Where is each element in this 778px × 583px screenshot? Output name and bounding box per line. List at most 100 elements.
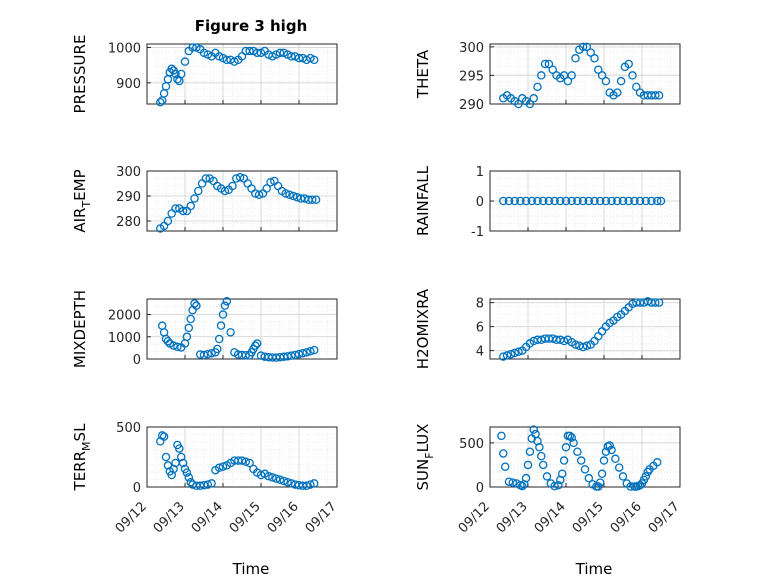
data-point [268,473,277,482]
data-point [218,310,228,319]
data-point [550,196,559,206]
data-point [567,71,576,80]
data-point [595,478,605,487]
data-point [535,443,544,452]
axes-box [489,298,681,360]
data-point [241,457,251,467]
data-point [157,431,167,440]
figure-title: Figure 3 high [195,17,308,35]
y-axis-label: PRESSURE [71,35,89,114]
data-point [573,447,582,456]
data-point [311,195,321,204]
data-point [163,216,173,226]
data-point [235,172,245,182]
y-tick-label: 295 [459,69,484,84]
data-point [178,458,188,468]
data-point [595,196,605,206]
data-point [601,447,611,456]
data-point [156,97,165,107]
data-point [502,351,512,360]
data-point [557,469,567,479]
data-point [567,196,576,206]
y-tick-label: 8 [476,297,484,312]
data-point [514,347,523,357]
data-point [578,342,588,352]
data-point [548,65,557,74]
data-point [220,301,230,310]
data-point [294,53,304,63]
data-point [578,196,588,206]
data-point [594,65,603,74]
data-point [308,195,317,204]
data-point [178,206,188,216]
data-point [632,82,641,92]
data-point [271,474,281,483]
data-point [538,196,548,206]
data-point [586,48,595,57]
subplot-sun-flux: 0 500 SUNFLUX 09/12 09/13 09/14 09/15 09/16 09/1… [414,424,683,537]
data-point [597,71,607,80]
data-point [245,458,254,468]
data-point [525,447,535,456]
x-tick-label: 09/16 [608,499,645,536]
data-point [213,344,222,354]
data-point [309,55,319,65]
y-tick-label: 2000 [108,309,141,324]
y-axis-label: TERRMSL [71,423,93,492]
data-point [289,191,298,201]
data-point [287,52,296,61]
y-axis-label: THETA [414,49,432,99]
x-tick-label: 09/15 [570,499,607,536]
data-point [176,452,186,462]
data-point [571,340,580,349]
data-point [630,196,639,206]
y-tick-label: 0 [476,481,484,496]
x-tick-label: 09/17 [303,499,340,536]
data-point [203,349,213,359]
data-point [599,456,609,465]
x-tick-label: 09/13 [494,499,531,536]
data-point [184,323,194,333]
y-tick-label: 300 [459,41,484,56]
subplot-theta: 290 295 300 THETA [414,41,681,113]
data-point [651,298,660,307]
y-tick-label: 4 [476,345,484,360]
x-axis-label-left: Time [232,560,270,578]
y-axis-label: SUNFLUX [414,424,436,491]
data-point [266,177,275,187]
data-point [580,465,590,474]
data-point [516,196,525,206]
y-tick-label: 500 [116,421,141,436]
subplot-pressure: 900 1000 PRESSURE [71,35,338,114]
data-point [283,477,292,487]
subplot-rainfall: -1 0 1 RAINFALL [414,165,681,240]
data-point [167,470,176,480]
data-point [173,342,182,352]
data-point [182,468,192,477]
data-point [550,481,559,491]
data-point [500,462,510,471]
data-point [527,196,537,206]
x-tick-label: 09/17 [646,499,683,536]
data-point [652,458,662,467]
data-point [199,350,209,360]
data-point [275,48,285,58]
data-point [525,99,535,109]
data-point [616,76,626,86]
y-tick-label: 0 [133,481,141,496]
y-tick-label: 290 [459,98,484,113]
data-point [309,479,319,488]
data-point [504,196,514,206]
y-tick-label: 300 [116,165,141,180]
data-point [302,348,311,357]
subplot-air-temp: 280 290 300 AIRTEMP [71,165,338,233]
data-point [226,328,235,337]
data-point [618,196,628,206]
data-point [207,479,216,488]
data-point [597,469,607,479]
data-point [561,196,571,206]
data-point [309,345,319,355]
data-point [182,332,192,342]
data-point [537,451,546,461]
